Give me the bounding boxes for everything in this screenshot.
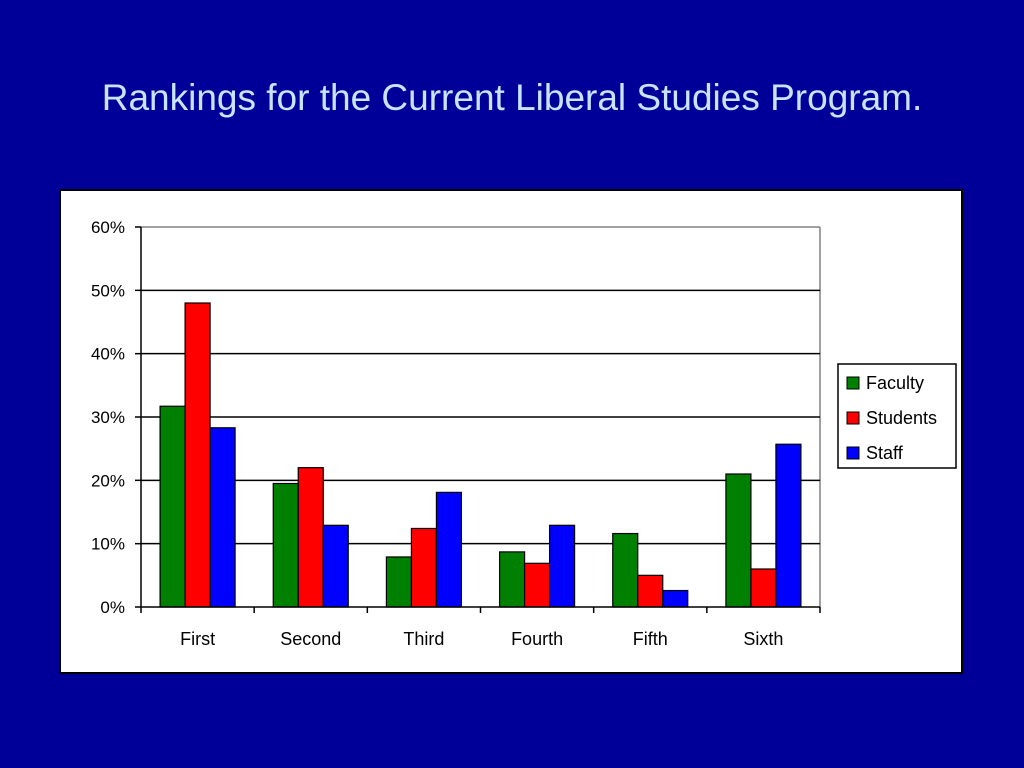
legend-swatch-staff (846, 446, 860, 460)
y-tick-label: 10% (91, 535, 125, 554)
gridlines (141, 226, 821, 607)
y-tick-label: 40% (91, 345, 125, 364)
y-tick-label: 50% (91, 281, 125, 300)
bar-faculty-first (159, 405, 186, 608)
bar-staff-second (322, 524, 349, 608)
x-axis-categories: First Second Third Fourth Fifth Sixth (180, 629, 783, 649)
legend-label-staff: Staff (866, 443, 904, 463)
bar-staff-first (209, 427, 236, 608)
bar-staff-fourth (548, 524, 576, 608)
x-category-label: Second (280, 629, 341, 649)
bar-students-sixth (750, 568, 777, 608)
bar-students-second (297, 467, 324, 608)
y-tick-label: 60% (91, 218, 125, 237)
axes (135, 226, 821, 613)
x-category-label: First (180, 629, 215, 649)
bar-staff-sixth (775, 443, 802, 608)
y-tick-label: 20% (91, 471, 125, 490)
x-category-label: Fifth (633, 629, 668, 649)
x-category-label: Sixth (743, 629, 783, 649)
slide-title: Rankings for the Current Liberal Studies… (101, 77, 923, 118)
y-tick-label: 0% (100, 598, 125, 617)
x-category-label: Third (403, 629, 444, 649)
bar-faculty-third (385, 556, 413, 608)
legend-label-students: Students (866, 408, 937, 428)
legend-swatch-faculty (846, 376, 860, 390)
x-category-label: Fourth (511, 629, 563, 649)
bar-students-third (410, 527, 438, 608)
bar-students-first (184, 302, 211, 608)
y-tick-label: 30% (91, 408, 125, 427)
bar-students-fourth (523, 562, 551, 608)
bar-staff-third (435, 491, 463, 608)
bar-faculty-sixth (725, 473, 752, 608)
bar-faculty-fifth (612, 532, 639, 608)
legend: Faculty Students Staff (837, 363, 957, 469)
legend-swatch-students (846, 411, 860, 425)
bar-faculty-fourth (498, 551, 526, 608)
bars (159, 302, 802, 608)
legend-label-faculty: Faculty (866, 373, 924, 393)
bar-faculty-second (272, 482, 299, 608)
y-axis-ticks: 0% 10% 20% 30% 40% 50% 60% (91, 218, 125, 617)
bar-staff-fifth (662, 589, 689, 608)
bar-students-fifth (637, 574, 664, 608)
